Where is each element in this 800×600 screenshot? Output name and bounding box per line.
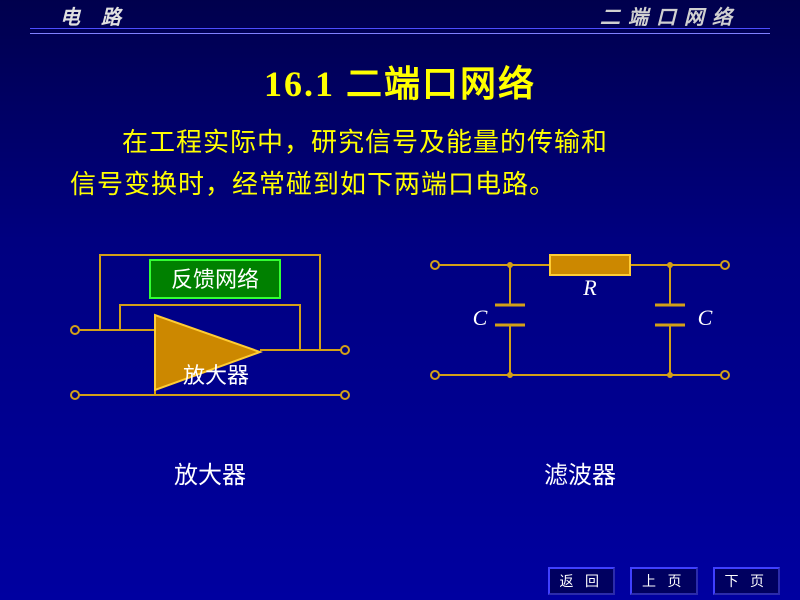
nav-buttons: 返 回 上 页 下 页 — [548, 567, 781, 595]
decor-line — [30, 28, 770, 34]
diagrams-row: 反馈网络 放大器 放大器 — [0, 235, 800, 490]
header-right: 二端口网络 — [600, 1, 740, 30]
filter-block: R C C 滤波器 — [420, 235, 740, 490]
page-title: 16.1 二端口网络 — [0, 55, 800, 107]
filter-circuit: R C C — [420, 235, 740, 425]
amplifier-circuit: 反馈网络 放大器 — [60, 235, 360, 425]
resistor — [550, 255, 630, 275]
body-line-2: 信号变换时，经常碰到如下两端口电路。 — [70, 164, 730, 206]
amp-label: 放大器 — [183, 363, 249, 388]
prev-button[interactable]: 上 页 — [630, 567, 698, 595]
next-button[interactable]: 下 页 — [713, 567, 781, 595]
C-label-left: C — [473, 305, 488, 330]
R-label: R — [582, 275, 597, 300]
body-paragraph: 在工程实际中，研究信号及能量的传输和 信号变换时，经常碰到如下两端口电路。 — [70, 122, 730, 205]
feedback-label: 反馈网络 — [171, 267, 259, 292]
back-button[interactable]: 返 回 — [548, 567, 616, 595]
header-bar: 电 路 二端口网络 — [0, 0, 800, 30]
amplifier-block: 反馈网络 放大器 放大器 — [60, 235, 360, 490]
amplifier-caption: 放大器 — [174, 455, 246, 490]
body-line-1: 在工程实际中，研究信号及能量的传输和 — [70, 122, 730, 164]
C-label-right: C — [698, 305, 713, 330]
header-left: 电 路 — [60, 1, 129, 30]
filter-caption: 滤波器 — [544, 455, 616, 490]
